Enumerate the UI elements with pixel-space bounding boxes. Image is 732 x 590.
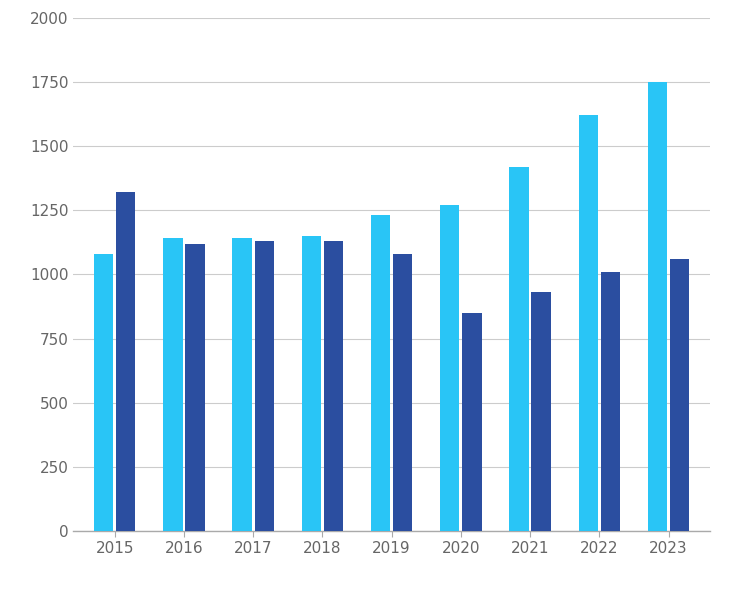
Bar bbox=[302, 236, 321, 531]
Bar bbox=[371, 215, 390, 531]
Bar bbox=[163, 238, 182, 531]
Bar bbox=[232, 238, 252, 531]
Bar bbox=[393, 254, 412, 531]
Bar bbox=[440, 205, 460, 531]
Bar bbox=[509, 166, 529, 531]
Bar bbox=[324, 241, 343, 531]
Bar bbox=[462, 313, 482, 531]
Bar bbox=[578, 115, 598, 531]
Bar bbox=[648, 82, 667, 531]
Bar bbox=[531, 292, 551, 531]
Bar bbox=[116, 192, 135, 531]
Bar bbox=[670, 259, 690, 531]
Bar bbox=[255, 241, 274, 531]
Bar bbox=[94, 254, 113, 531]
Bar bbox=[185, 244, 205, 531]
Bar bbox=[601, 272, 620, 531]
